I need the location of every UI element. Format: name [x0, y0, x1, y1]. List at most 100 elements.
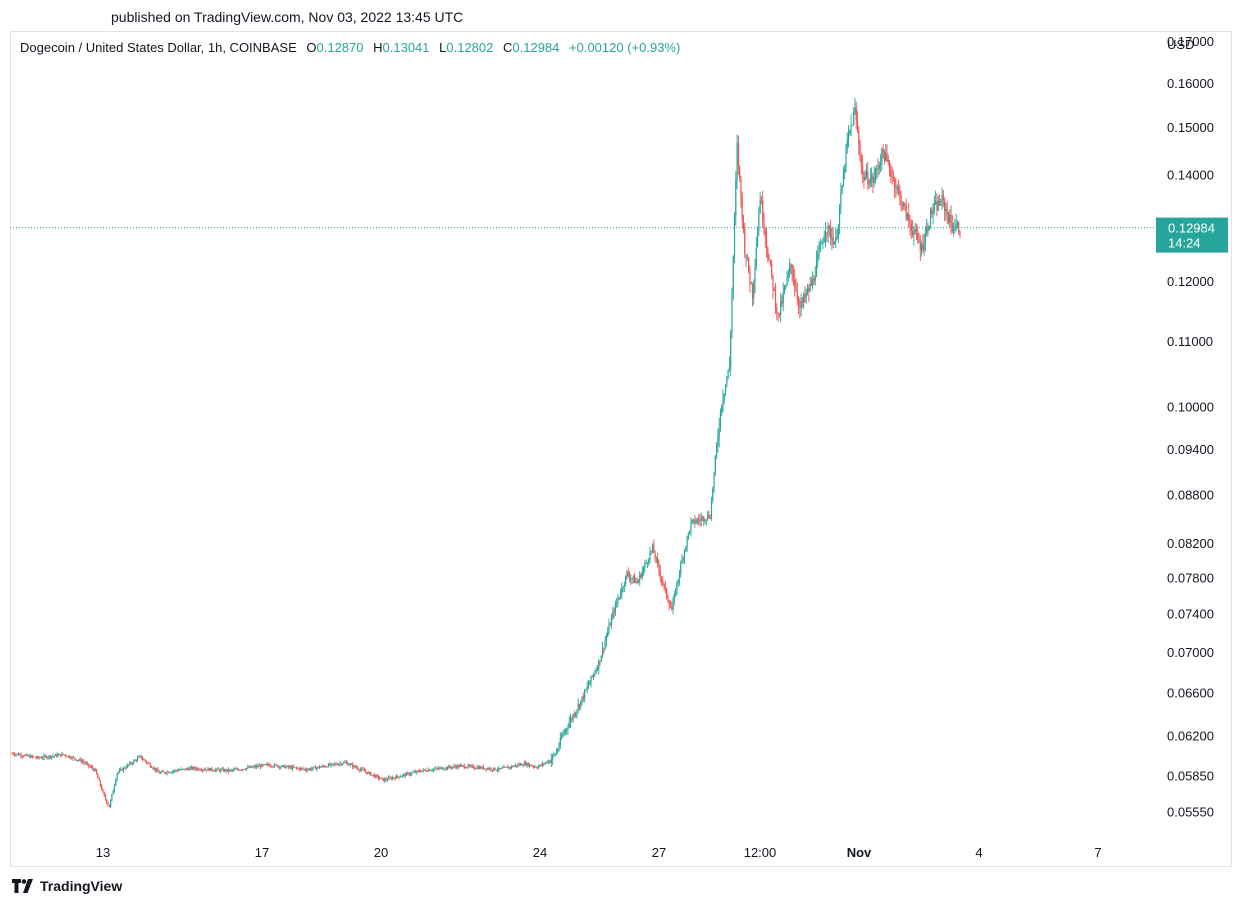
candle — [742, 214, 745, 234]
time-tick-label: 20 — [374, 845, 388, 860]
candle — [910, 219, 912, 239]
candle — [131, 762, 134, 766]
candle — [760, 195, 763, 205]
candle — [787, 269, 789, 282]
candle — [313, 766, 315, 768]
candle — [427, 767, 429, 773]
candle — [89, 764, 91, 768]
candle — [276, 764, 278, 768]
candle — [373, 773, 376, 778]
candle — [566, 727, 568, 735]
candle — [735, 171, 737, 226]
candle — [756, 226, 759, 248]
candle — [763, 212, 765, 235]
candle — [431, 768, 433, 772]
candle — [227, 767, 230, 774]
candle — [627, 567, 629, 578]
candle — [430, 769, 432, 772]
candle — [281, 764, 283, 768]
last-price-box — [1156, 217, 1228, 253]
candle — [220, 767, 222, 773]
price-tick-label: 0.12000 — [1167, 274, 1214, 289]
candle — [61, 751, 63, 757]
candle — [56, 752, 58, 759]
price-axis[interactable]: 0.17000 0.16000 0.15000 0.14000 0.12000 0.110… — [1167, 34, 1214, 820]
candle — [906, 212, 909, 221]
candle — [700, 512, 702, 527]
candle — [744, 222, 746, 258]
symbol-title[interactable]: Dogecoin / United States Dollar, 1h, COI… — [20, 40, 297, 55]
candle — [805, 288, 807, 304]
footer-brand[interactable]: TradingView — [12, 878, 122, 894]
candle — [134, 759, 136, 761]
candle — [578, 703, 581, 711]
candle — [644, 560, 646, 574]
candle — [642, 565, 645, 577]
candle — [572, 713, 574, 723]
candle — [157, 767, 159, 772]
candle — [470, 764, 472, 768]
candle — [297, 767, 299, 769]
candle — [571, 716, 573, 723]
candle — [113, 783, 116, 793]
candle — [107, 801, 109, 807]
candle — [102, 788, 104, 793]
candle — [508, 766, 510, 770]
candle — [950, 205, 952, 235]
candle — [610, 613, 613, 630]
candle — [165, 772, 167, 775]
candle — [275, 763, 277, 766]
candle — [940, 198, 942, 206]
candle — [174, 769, 176, 773]
candle — [846, 132, 848, 154]
candle — [585, 688, 587, 692]
candle — [300, 767, 303, 771]
candle — [664, 580, 666, 594]
candle — [166, 770, 168, 776]
candle — [19, 753, 21, 756]
candle — [83, 758, 85, 765]
candle — [211, 766, 213, 772]
candle — [790, 263, 792, 275]
candle — [303, 768, 305, 772]
candle — [192, 766, 194, 771]
candle — [248, 765, 250, 769]
candle — [309, 767, 312, 771]
candle — [389, 775, 391, 779]
candle — [44, 754, 46, 758]
candle — [471, 763, 473, 769]
candle — [190, 765, 192, 771]
candle — [854, 97, 856, 115]
time-axis[interactable]: 13 17 20 24 27 12:00 Nov 4 7 — [96, 845, 1102, 860]
candle — [405, 771, 408, 776]
candle — [40, 755, 43, 759]
candle — [168, 772, 171, 774]
candle — [327, 763, 330, 768]
candle — [93, 768, 95, 773]
candle — [836, 228, 838, 240]
footer-brand-text: TradingView — [40, 878, 123, 894]
candle — [399, 774, 401, 778]
candle — [575, 711, 577, 718]
candle — [12, 752, 14, 756]
candle — [555, 748, 558, 756]
candle — [402, 774, 404, 779]
candle — [815, 250, 818, 278]
candle — [434, 766, 436, 771]
candle — [226, 769, 228, 772]
candle — [860, 152, 862, 175]
candle — [550, 753, 552, 768]
candle — [302, 766, 304, 771]
candle — [457, 764, 459, 770]
candle — [657, 552, 659, 568]
candle — [391, 775, 394, 781]
candle — [719, 408, 722, 432]
candle — [564, 727, 567, 736]
candle — [154, 768, 157, 773]
candle — [666, 588, 668, 600]
candle — [376, 773, 378, 779]
candle — [636, 577, 638, 585]
candle — [890, 163, 892, 184]
candle — [124, 766, 126, 769]
